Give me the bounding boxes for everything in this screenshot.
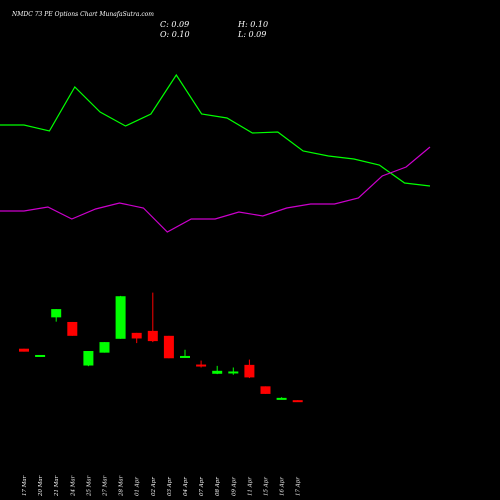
candle-body [196,364,207,367]
candle [292,400,303,403]
candle-body [180,355,190,358]
x-tick-label: 17 Apr [296,477,302,496]
candle [212,365,223,375]
candle [196,360,207,368]
candle-body [228,371,239,374]
x-tick-label: 27 Mar [103,475,109,497]
candle-body [276,397,287,400]
x-tick-label: 09 Apr [231,477,237,496]
candle-body [292,400,303,403]
candle-body [51,309,62,318]
candle [115,295,126,339]
high-readout: H: 0.10 [237,20,268,29]
x-tick-label: 04 Apr [183,477,189,496]
x-tick-label: 07 Apr [199,477,205,496]
green-overlay-line [0,73,431,187]
x-axis-labels: 17 Mar 20 Mar 21 Mar 24 Mar 25 Mar 27 Mar 28 M… [22,475,302,497]
candle [51,309,62,322]
candle-body [99,342,110,353]
candle [19,348,29,352]
candle [83,351,94,367]
x-tick-label: 28 Mar [119,475,125,497]
candle-body [19,348,29,352]
candle-body [244,364,255,378]
x-tick-label: 02 Apr [151,477,157,496]
candle-body [147,330,158,342]
candle-body [131,332,142,339]
candle-body [67,321,78,336]
candle [260,386,271,394]
x-tick-label: 03 Apr [167,477,173,496]
x-tick-label: 01 Apr [135,477,141,496]
close-readout: C: 0.09 [160,20,189,29]
x-tick-label: 08 Apr [215,477,221,496]
candle [180,349,190,358]
candles [19,292,303,403]
x-tick-label: 20 Mar [38,475,44,497]
x-tick-label: 17 Mar [22,475,28,496]
candle [147,292,158,343]
x-tick-label: 11 Apr [247,477,253,496]
candle [99,342,110,353]
x-tick-label: 15 Apr [264,477,270,496]
candle-body [260,386,271,394]
candle-body [212,370,223,374]
low-readout: L: 0.09 [237,30,266,39]
candle [228,367,239,375]
x-tick-label: 24 Mar [70,475,76,497]
candle [276,397,287,400]
candle-body [115,296,126,339]
x-tick-label: 25 Mar [86,475,92,497]
chart-title: NMDC 73 PE Options Chart MunafaSutra.com [11,11,154,18]
candle-body [35,354,46,357]
x-tick-label: 16 Apr [280,477,286,496]
overlay-lines [0,73,431,233]
open-readout: O: 0.10 [160,30,190,39]
candle-body [163,335,174,359]
candle [35,354,46,357]
candle [131,332,142,344]
candle [163,335,174,359]
magenta-overlay-line [0,146,431,233]
x-tick-label: 21 Mar [54,475,60,497]
candle-body [83,351,94,366]
candle [244,359,255,379]
candle [67,321,78,336]
